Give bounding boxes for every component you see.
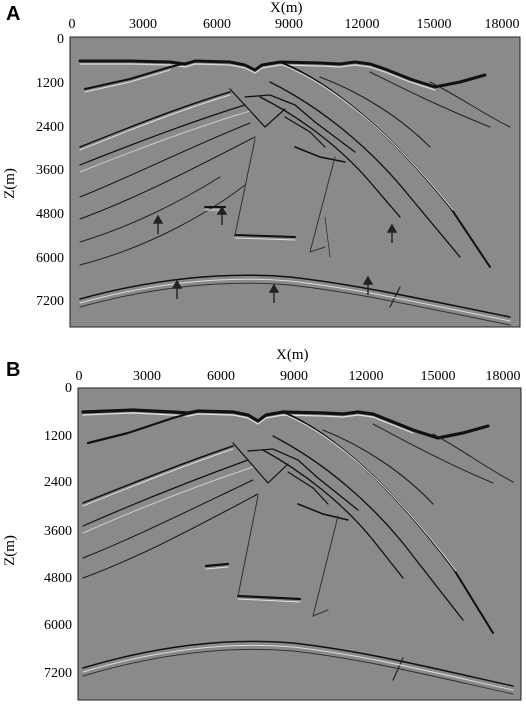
reflector — [79, 176, 221, 243]
reflector — [262, 449, 404, 579]
fault-block — [236, 594, 302, 601]
x-tick: 9000 — [280, 369, 308, 384]
reflector — [369, 71, 491, 128]
image-frame — [69, 36, 521, 328]
fault-block — [229, 88, 286, 128]
reflector — [82, 445, 234, 504]
arrow-marker — [152, 214, 164, 234]
reflector — [79, 136, 256, 220]
reflector — [272, 435, 464, 621]
y-tick: 0 — [65, 381, 72, 396]
panel-label: A — [6, 3, 21, 25]
arrow-marker — [386, 223, 398, 243]
reflector — [319, 76, 431, 148]
reflector — [84, 60, 196, 90]
x-tick: 18000 — [485, 369, 521, 384]
fault-line — [234, 138, 256, 236]
x-tick: 9000 — [275, 17, 303, 32]
reflector — [79, 91, 231, 148]
x-tick: 6000 — [203, 17, 231, 32]
y-tick: 6000 — [44, 618, 72, 633]
reflector — [259, 96, 401, 218]
reflector — [372, 423, 494, 484]
panel-b: B X(m) 0 3000 6000 9000 12000 15000 1800… — [0, 347, 526, 709]
reflector — [429, 81, 511, 128]
panel-label: B — [6, 359, 21, 381]
x-tick: 3000 — [129, 17, 157, 32]
y-tick: 4800 — [36, 207, 64, 222]
x-tick: 12000 — [348, 369, 384, 384]
fault-line — [309, 156, 336, 253]
seismic-image-b — [77, 387, 522, 701]
y-tick: 1200 — [36, 76, 64, 91]
x-tick: 12000 — [344, 17, 380, 32]
y-tick: 3600 — [36, 163, 64, 178]
y-axis-title: Z(m) — [1, 168, 18, 199]
reflector — [79, 104, 246, 166]
fault-block — [247, 448, 359, 511]
x-tick: 0 — [68, 17, 76, 32]
x-tick: 18000 — [484, 17, 520, 32]
fault-block — [244, 94, 356, 153]
y-tick: 7200 — [36, 294, 64, 309]
arrow-marker — [216, 205, 228, 225]
y-tick: 2400 — [44, 475, 72, 490]
reflector — [79, 122, 251, 198]
y-tick: 6000 — [36, 251, 64, 266]
y-tick: 7200 — [44, 666, 72, 681]
y-tick: 0 — [57, 32, 64, 47]
reflector — [86, 409, 200, 445]
reflector — [79, 184, 246, 266]
x-axis-title: X(m) — [270, 0, 303, 16]
reflector — [432, 433, 514, 483]
reflector — [269, 81, 461, 258]
seismic-image-a — [69, 36, 521, 328]
fault-block — [204, 562, 230, 568]
y-tick: 4800 — [44, 571, 72, 586]
arrow-marker — [268, 283, 280, 303]
x-tick: 6000 — [207, 369, 235, 384]
deep-reflector — [79, 274, 511, 318]
x-tick: 3000 — [133, 369, 161, 384]
deep-reflector — [82, 640, 514, 687]
fault-line — [312, 515, 339, 617]
reflector — [322, 429, 434, 505]
y-tick: 3600 — [44, 524, 72, 539]
fault-line — [237, 495, 259, 597]
reflector — [82, 459, 249, 527]
reflector — [82, 493, 259, 579]
y-tick: 1200 — [44, 429, 72, 444]
x-axis-title: X(m) — [276, 347, 309, 363]
x-tick: 0 — [75, 369, 83, 384]
y-axis-title: Z(m) — [1, 535, 18, 566]
fault-block — [232, 442, 289, 484]
x-tick: 15000 — [420, 369, 456, 384]
x-tick: 15000 — [416, 17, 452, 32]
y-tick: 2400 — [36, 120, 64, 135]
reflector — [82, 479, 254, 559]
arrow-marker — [171, 279, 183, 299]
fault-block — [234, 234, 296, 238]
arrow-marker — [362, 275, 374, 295]
panel-a: A X(m) 0 3000 6000 9000 12000 15000 1800… — [0, 0, 526, 335]
